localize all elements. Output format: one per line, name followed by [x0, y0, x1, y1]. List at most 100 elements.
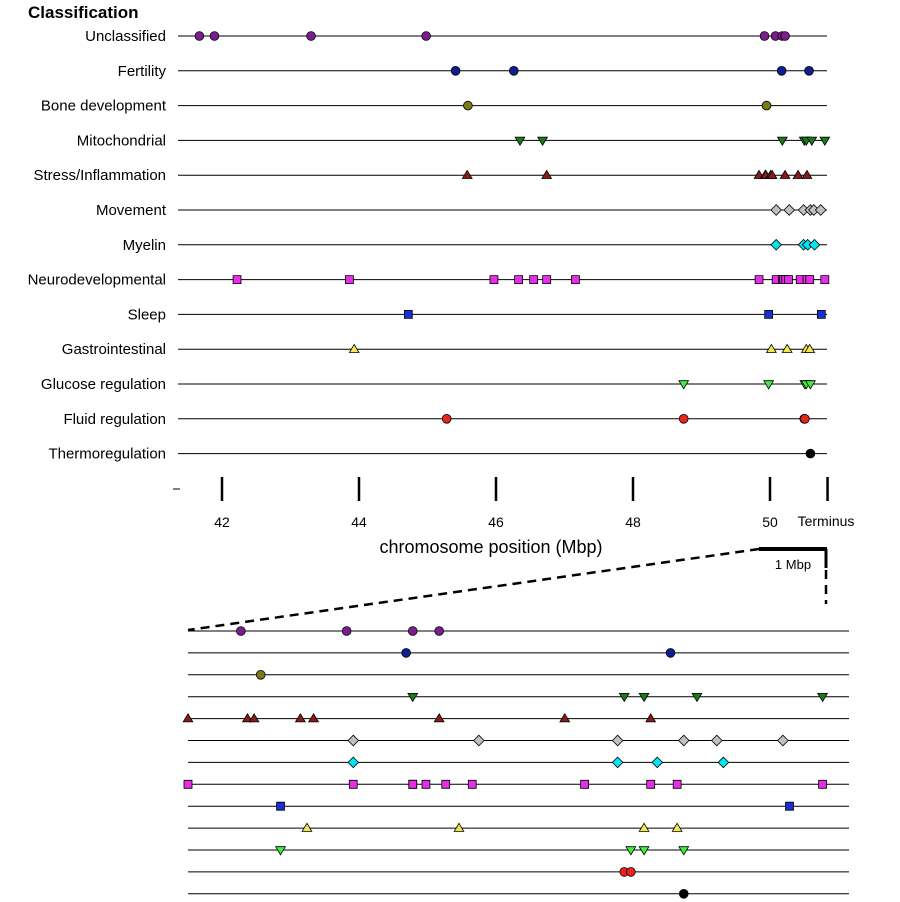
gene-marker [514, 275, 523, 285]
gene-marker [800, 413, 810, 424]
zoom-gene-marker [434, 626, 444, 636]
zoom-gene-marker [710, 734, 723, 747]
zoom-gene-marker [294, 713, 306, 723]
gene-marker [441, 413, 452, 424]
category-row-stress-inflammation: Stress/Inflammation [33, 167, 827, 184]
zoom-row-fertility [188, 648, 849, 658]
x-tick-label: 42 [214, 514, 230, 530]
zoom-row-mitochondrial [188, 693, 849, 703]
gene-marker [804, 380, 817, 390]
gene-marker [766, 169, 778, 179]
zoom-gene-marker [441, 779, 451, 789]
gene-marker [209, 31, 220, 41]
gene-marker [776, 66, 787, 76]
zoom-gene-marker [626, 867, 636, 877]
zoom-gene-marker [625, 846, 637, 856]
gene-marker [804, 343, 816, 353]
zoom-gene-marker [665, 648, 676, 658]
zoom-gene-marker [717, 756, 730, 769]
zoom-gene-marker [301, 822, 313, 832]
zoom-row-sleep [188, 801, 849, 811]
gene-marker [489, 275, 499, 285]
category-label: Gastrointestinal [62, 341, 166, 358]
gene-marker [817, 309, 826, 319]
gene-marker [678, 413, 689, 424]
zoom-gene-marker [408, 779, 418, 789]
category-row-glucose-regulation: Glucose regulation [41, 376, 827, 393]
gene-marker [344, 275, 354, 285]
zoom-gene-marker [671, 822, 683, 832]
zoom-gene-marker [248, 713, 260, 723]
zoom-gene-marker [646, 779, 656, 789]
category-label: Unclassified [85, 28, 166, 45]
category-row-fertility: Fertility [118, 63, 827, 80]
category-row-bone-development: Bone development [41, 98, 827, 115]
zoom-row-glucose-regulation [188, 846, 849, 856]
category-row-thermoregulation: Thermoregulation [48, 446, 827, 463]
gene-marker [792, 169, 804, 179]
gene-marker [571, 275, 580, 285]
zoom-gene-marker [777, 734, 789, 747]
gene-marker [529, 275, 538, 285]
gene-marker [770, 238, 782, 251]
category-rows: Unclassified Fertility Bone development Mit… [28, 28, 831, 463]
gene-marker [819, 136, 831, 146]
category-row-sleep: Sleep [128, 306, 827, 323]
gene-marker [820, 275, 830, 285]
gene-marker [306, 31, 316, 41]
zoom-row-gastrointestinal [188, 822, 849, 832]
category-label: Mitochondrial [77, 132, 166, 149]
gene-marker [781, 343, 793, 353]
category-label: Myelin [123, 237, 166, 254]
zoom-guide-left [187, 547, 760, 632]
gene-marker [765, 343, 777, 353]
gene-marker [348, 343, 360, 353]
gene-marker [232, 275, 242, 285]
zoom-gene-marker [348, 779, 358, 789]
x-tick-label: 50 [762, 514, 778, 530]
gene-marker [764, 309, 773, 319]
zoom-row-stress-inflammation [182, 713, 849, 723]
category-row-gastrointestinal: Gastrointestinal [62, 341, 827, 358]
gene-marker [678, 380, 690, 390]
category-label: Thermoregulation [48, 446, 166, 463]
zoom-gene-marker [816, 693, 829, 703]
gene-marker [770, 204, 782, 216]
zoom-row-neurodevelopmental [183, 779, 849, 789]
zoom-gene-marker [276, 801, 285, 811]
zoom-gene-marker [341, 626, 352, 636]
category-label: Neurodevelopmental [28, 272, 166, 289]
gene-marker [403, 309, 413, 319]
gene-marker [514, 136, 526, 146]
gene-marker [814, 204, 827, 216]
zoom-gene-marker [580, 779, 589, 789]
gene-marker [754, 275, 764, 285]
category-label: Movement [96, 202, 167, 219]
gene-marker [763, 380, 775, 390]
zoom-gene-marker [678, 888, 689, 899]
chart-title: Classification [28, 3, 139, 22]
zoom-gene-marker [183, 779, 193, 789]
category-label: Glucose regulation [41, 376, 166, 393]
zoom-gene-marker [274, 846, 287, 856]
gene-marker [542, 275, 552, 285]
category-label: Sleep [128, 306, 166, 323]
category-row-neurodevelopmental: Neurodevelopmental [28, 272, 830, 289]
zoom-gene-marker [347, 756, 360, 769]
zoom-gene-marker [611, 734, 624, 747]
category-row-fluid-regulation: Fluid regulation [63, 411, 827, 428]
category-row-myelin: Myelin [123, 237, 827, 254]
zoom-gene-marker [473, 734, 485, 747]
terminus-label: Terminus [798, 513, 855, 529]
gene-marker [509, 66, 519, 76]
zoom-gene-marker [421, 779, 431, 789]
zoom-gene-marker [645, 713, 657, 723]
zoom-gene-marker [818, 779, 827, 789]
zoom-gene-marker [467, 779, 477, 789]
gene-marker [536, 136, 549, 146]
zoom-gene-marker [407, 626, 418, 636]
zoom-gene-marker [236, 626, 246, 636]
gene-marker [784, 275, 793, 285]
zoom-row-myelin [188, 756, 849, 769]
gene-marker [780, 31, 790, 41]
